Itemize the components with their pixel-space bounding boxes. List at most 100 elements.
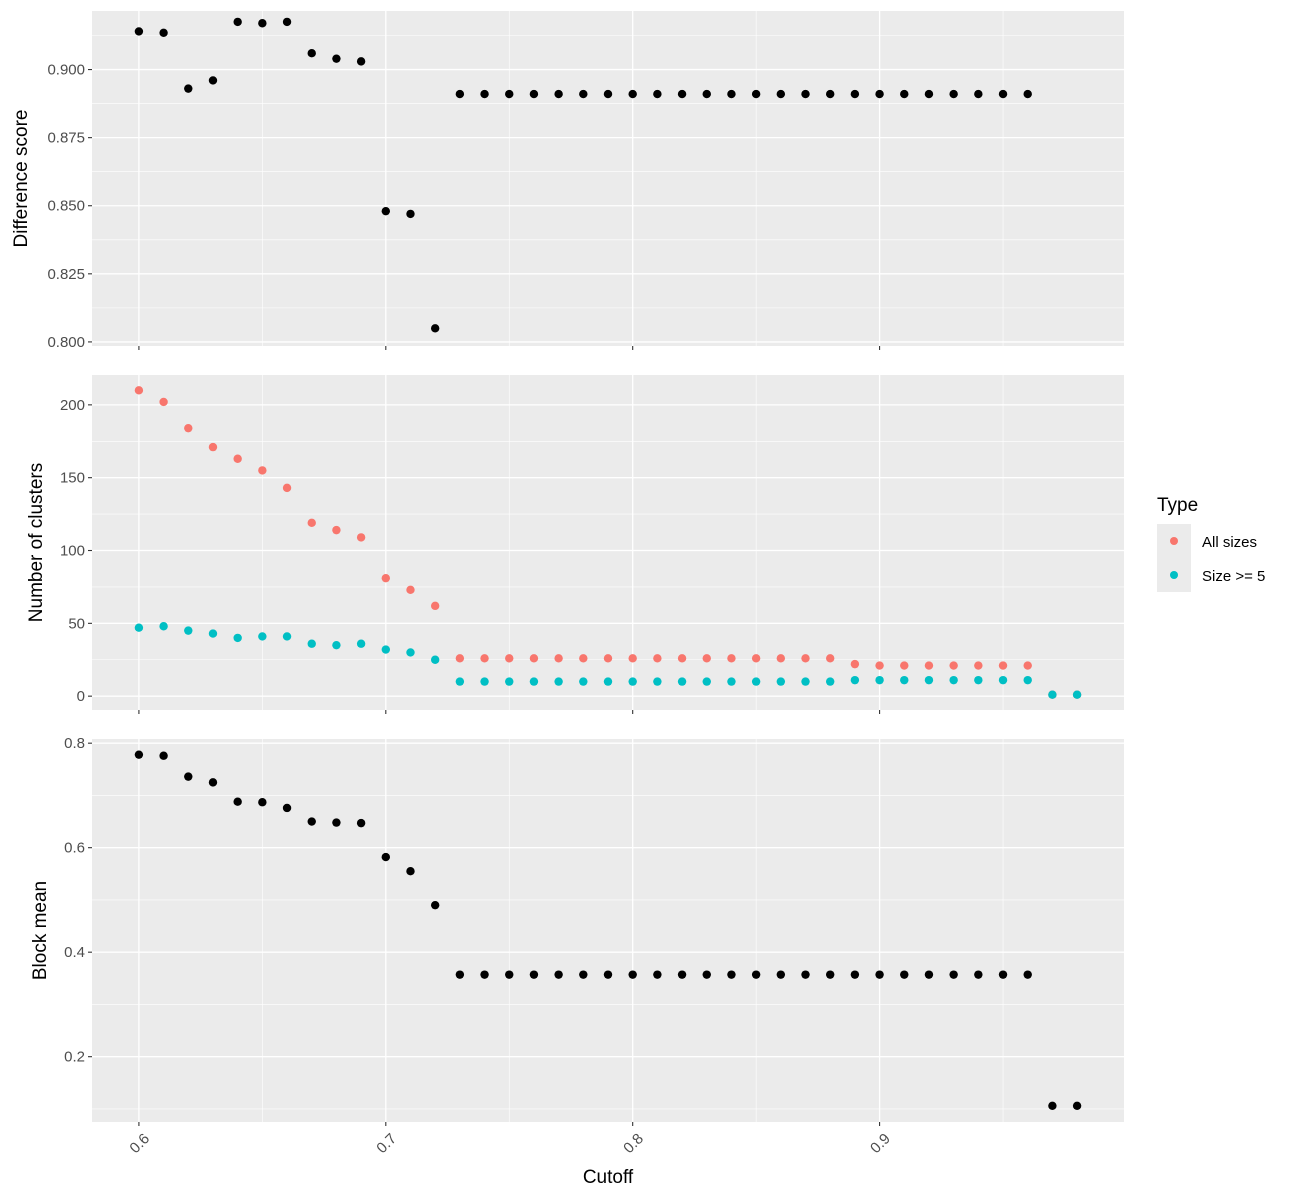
major-gridlines: [92, 11, 1124, 346]
data-point: [381, 852, 390, 862]
data-point: [505, 654, 514, 663]
data-point: [381, 645, 390, 654]
data-point: [924, 675, 934, 685]
data-point: [356, 57, 366, 66]
data-point: [554, 970, 563, 979]
data-point: [801, 970, 810, 979]
data-point: [875, 675, 884, 685]
data-point: [579, 654, 588, 663]
data-point: [949, 675, 958, 685]
data-point: [307, 639, 316, 648]
y-tick-label: 0.6: [64, 840, 85, 857]
data-point: [159, 28, 168, 37]
data-point: [134, 623, 144, 632]
data-point: [430, 655, 440, 664]
data-point: [529, 970, 539, 979]
data-point: [727, 970, 736, 979]
y-axis-title: Difference score: [11, 110, 32, 248]
data-points: [134, 386, 1082, 699]
y-axis: 0 50 100 150 200: [60, 397, 92, 705]
data-point: [208, 76, 218, 85]
data-point: [776, 677, 786, 686]
data-point: [603, 654, 613, 663]
data-point: [900, 661, 909, 670]
y-tick-label: 0.800: [47, 334, 85, 351]
data-point: [480, 89, 489, 99]
data-point: [776, 89, 786, 99]
data-point: [628, 89, 637, 99]
data-point: [826, 970, 835, 979]
y-axis-title: Number of clusters: [26, 463, 47, 622]
data-point: [430, 601, 440, 611]
data-point: [801, 654, 810, 663]
data-point: [1072, 1101, 1082, 1111]
data-point: [974, 661, 983, 670]
data-point: [184, 626, 193, 635]
data-point: [455, 677, 465, 686]
data-point: [406, 648, 415, 657]
x-tick-label: 0.8: [620, 1130, 647, 1157]
data-point: [258, 798, 267, 807]
data-point: [258, 466, 267, 475]
y-tick-label: 0.4: [64, 944, 85, 961]
data-point: [1048, 690, 1057, 699]
data-point: [184, 84, 193, 93]
x-tick-label: 0.9: [867, 1130, 894, 1157]
data-point: [1023, 675, 1032, 685]
data-point: [208, 778, 218, 787]
data-point: [751, 677, 761, 686]
data-point: [653, 654, 662, 663]
data-point: [554, 89, 563, 99]
data-point: [159, 622, 168, 631]
y-tick-label: 200: [60, 397, 85, 414]
data-point: [356, 818, 366, 828]
data-point: [801, 677, 810, 686]
data-point: [307, 817, 316, 826]
data-point: [480, 677, 489, 686]
y-tick-label: 0.850: [47, 198, 85, 215]
y-tick-label: 150: [60, 470, 85, 487]
data-point: [850, 659, 860, 669]
data-point: [751, 89, 761, 99]
data-point: [702, 654, 711, 663]
data-point: [554, 677, 563, 686]
data-point: [159, 751, 168, 760]
data-point: [924, 661, 934, 670]
data-point: [134, 27, 144, 36]
data-point: [949, 661, 958, 670]
data-point: [505, 970, 514, 979]
data-point: [949, 89, 958, 99]
data-point: [282, 632, 292, 641]
data-point: [875, 89, 884, 99]
data-point: [455, 89, 465, 99]
data-point: [381, 573, 390, 583]
data-point: [332, 54, 341, 63]
data-point: [727, 677, 736, 686]
y-tick-label: 0.8: [64, 735, 85, 752]
data-point: [554, 654, 563, 663]
data-point: [430, 324, 440, 333]
data-point: [702, 89, 711, 99]
data-point: [356, 533, 366, 542]
data-point: [184, 772, 193, 781]
x-tick-marks: [138, 1122, 881, 1126]
data-point: [159, 397, 168, 407]
data-points: [134, 750, 1082, 1111]
data-point: [826, 89, 835, 99]
y-tick-label: 100: [60, 543, 85, 560]
data-point: [1023, 89, 1032, 99]
data-point: [949, 970, 958, 979]
data-point: [233, 454, 242, 463]
data-point: [924, 89, 934, 99]
legend: Type All sizes Size >= 5: [1157, 495, 1265, 592]
data-point: [850, 675, 860, 685]
data-point: [233, 797, 242, 806]
data-point: [579, 677, 588, 686]
y-axis: 0.2 0.4 0.6 0.8: [64, 735, 92, 1066]
data-points: [134, 17, 1032, 333]
data-point: [751, 970, 761, 979]
data-point: [677, 677, 687, 686]
y-tick-label: 0.900: [47, 62, 85, 79]
data-point: [751, 654, 761, 663]
minor-gridlines: [92, 11, 1124, 346]
